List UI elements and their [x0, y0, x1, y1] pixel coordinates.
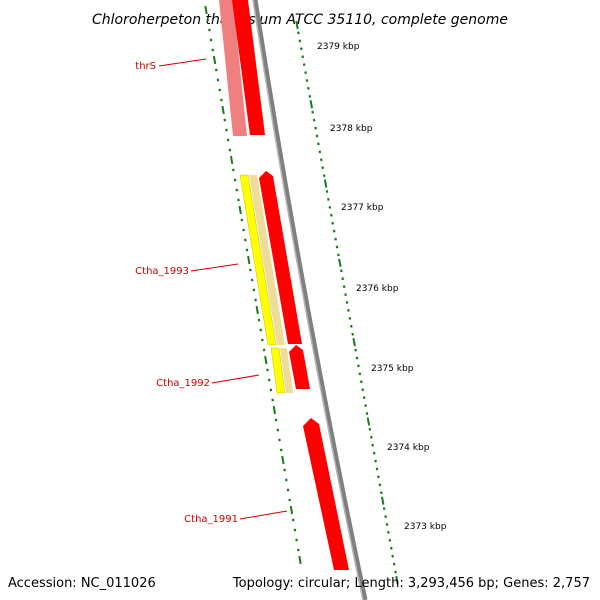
scale-label-2374: 2374 kbp	[387, 443, 430, 453]
leader-line-ctha1991	[239, 510, 288, 520]
right-track-minor-tick	[298, 39, 302, 43]
feature-ctha1993-beige	[249, 175, 285, 345]
scale-label-2379: 2379 kbp	[317, 42, 360, 52]
right-track-minor-tick	[312, 118, 316, 122]
gene-label-thrs: thrS	[135, 61, 156, 72]
left-track-major-tick	[247, 255, 251, 265]
gene-label-ctha1992: Ctha_1992	[156, 378, 210, 389]
left-track-major-tick	[264, 355, 268, 365]
left-track-major-tick	[272, 405, 276, 415]
tick-track-left	[204, 5, 302, 565]
scale-label-2378: 2378 kbp	[330, 124, 373, 134]
leader-line-ctha1992	[211, 374, 260, 384]
leader-line-ctha1993	[190, 263, 239, 272]
left-track-major-tick	[238, 205, 242, 215]
right-track-major-tick	[352, 338, 356, 347]
right-track-minor-tick	[382, 507, 386, 511]
right-track-minor-tick	[318, 150, 322, 154]
scale-label-2375: 2375 kbp	[371, 364, 414, 374]
tick-track-right	[295, 20, 399, 585]
feature-ctha1991-gene	[303, 418, 349, 570]
right-track-minor-tick	[388, 538, 392, 542]
left-track-major-tick	[298, 555, 302, 565]
right-track-minor-tick	[322, 174, 326, 178]
right-track-minor-tick	[378, 483, 382, 487]
right-track-major-tick	[338, 258, 342, 267]
feature-thrs	[232, 0, 265, 135]
scale-label-2373: 2373 kbp	[404, 522, 447, 532]
genome-backbone-highlight	[252, 0, 364, 600]
right-track-minor-tick	[308, 94, 312, 98]
left-track-major-tick	[289, 505, 294, 515]
right-track-minor-tick	[358, 372, 362, 376]
left-track-major-tick	[204, 5, 208, 15]
right-track-minor-tick	[362, 396, 366, 400]
right-track-minor-tick	[368, 427, 372, 431]
gene-label-ctha1991: Ctha_1991	[184, 514, 238, 525]
right-track-major-tick	[395, 575, 399, 585]
left-track-major-tick	[255, 305, 259, 315]
right-track-minor-tick	[328, 205, 332, 209]
right-track-minor-tick	[332, 229, 336, 233]
right-track-major-tick	[323, 179, 328, 188]
feature-ctha1992-yellow	[270, 347, 286, 394]
feature-ctha1993-yellow	[239, 174, 277, 346]
right-track-minor-tick	[342, 285, 346, 289]
left-track-major-tick	[281, 455, 285, 465]
left-track-major-tick	[221, 105, 225, 115]
right-track-minor-tick	[372, 451, 376, 455]
feature-thrs-shadow	[219, 0, 247, 136]
accession-text: Accession: NC_011026	[8, 576, 156, 591]
right-track-minor-tick	[392, 562, 396, 566]
genome-summary-text: Topology: circular; Length: 3,293,456 bp…	[232, 576, 590, 591]
gene-label-ctha1993: Ctha_1993	[135, 266, 189, 277]
right-track-major-tick	[381, 496, 385, 505]
right-track-major-tick	[366, 417, 371, 426]
right-track-major-tick	[295, 20, 299, 30]
right-track-minor-tick	[302, 63, 306, 67]
right-track-minor-tick	[348, 316, 352, 320]
feature-ctha1992-beige	[280, 348, 293, 393]
leader-line-thrs	[158, 58, 207, 67]
left-track-major-tick	[212, 55, 217, 65]
feature-ctha1992-gene	[289, 345, 310, 389]
left-track-major-tick	[230, 155, 234, 165]
scale-label-2376: 2376 kbp	[356, 284, 399, 294]
map-title: Chloroherpeton thalassium ATCC 35110, co…	[92, 12, 508, 28]
scale-label-2377: 2377 kbp	[341, 203, 384, 213]
right-track-major-tick	[309, 100, 313, 109]
feature-ctha1993-gene	[259, 171, 302, 344]
genome-backbone	[252, 0, 368, 600]
